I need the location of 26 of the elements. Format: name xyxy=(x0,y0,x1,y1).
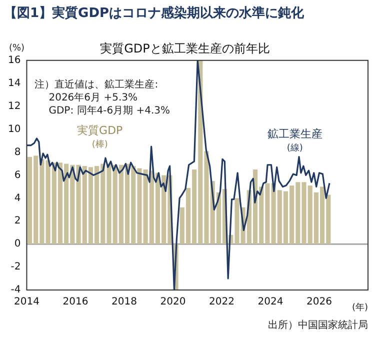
y-tick-label: 10 xyxy=(8,124,21,135)
chart-subtitle: 実質GDPと鉱工業生産の前年比 xyxy=(100,41,270,56)
x-tick-label: 2020 xyxy=(160,296,186,308)
y-tick-label: 14 xyxy=(8,78,21,89)
y-axis-title: (%) xyxy=(8,43,25,54)
y-tick-label: 8 xyxy=(14,146,21,158)
y-tick-label: 2 xyxy=(14,216,21,227)
x-tick-label: 2016 xyxy=(62,296,88,308)
y-tick-label: 16 xyxy=(8,54,21,66)
series-label: 鉱工業生産 (線) xyxy=(267,127,322,154)
y-tick-label: -4 xyxy=(10,284,21,296)
y-tick-label: 4 xyxy=(14,192,21,204)
x-axis-title: (年) xyxy=(352,302,368,313)
x-tick-label: 2026 xyxy=(306,296,332,308)
annotation: 注）直近値は、鉱工業生産: 2026年6月 +5.3% GDP: 同年4-6月期 +4.3% xyxy=(34,78,170,116)
text: 出所）中国国家統計局 xyxy=(267,318,369,332)
y-tick-label: 0 xyxy=(14,238,21,250)
y-tick-label: 6 xyxy=(14,170,21,181)
chart-title: 【図1】実質GDPはコロナ感染期以来の水準に鈍化 xyxy=(3,4,306,23)
y-tick-label: 12 xyxy=(8,100,21,112)
x-tick-label: 2018 xyxy=(112,296,137,308)
y-tick-label: -2 xyxy=(10,262,21,273)
series-label: 実質GDP (棒) xyxy=(77,124,124,150)
x-tick-label: 2014 xyxy=(14,296,40,308)
x-tick-label: 2024 xyxy=(258,296,284,308)
x-tick-label: 2022 xyxy=(209,296,234,308)
